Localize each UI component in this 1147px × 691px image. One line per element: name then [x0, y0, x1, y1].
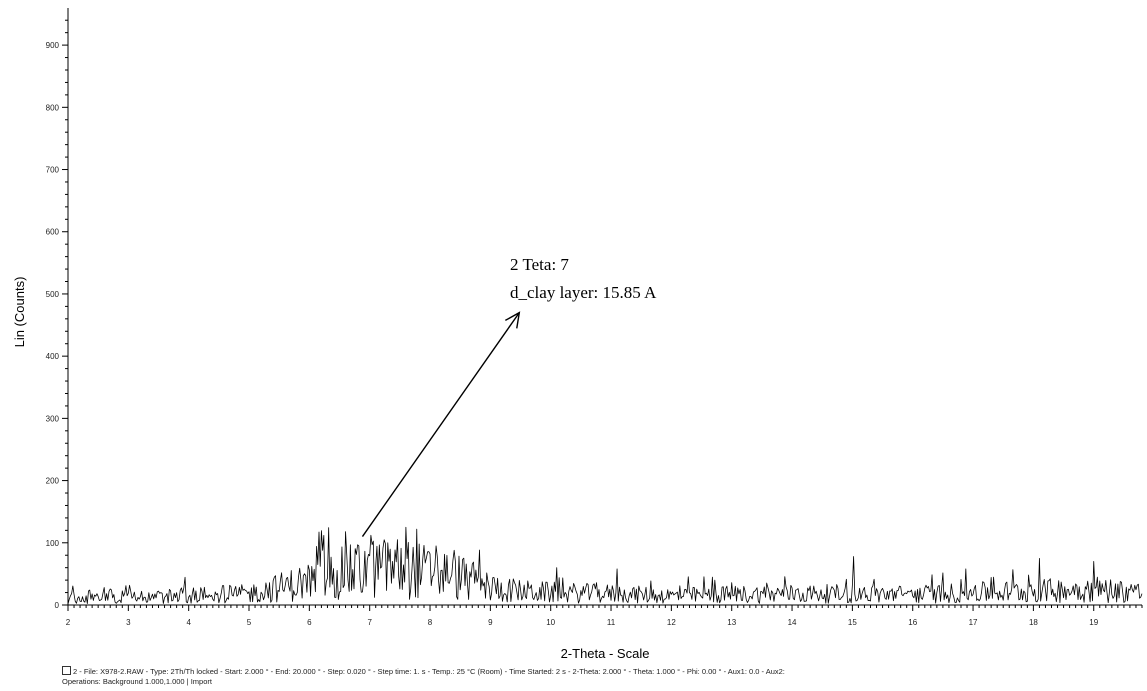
- x-tick-label: 12: [667, 618, 676, 627]
- caption-line-1: 2 - File: X978-2.RAW - Type: 2Th/Th lock…: [73, 667, 785, 676]
- y-tick-label: 400: [46, 352, 60, 361]
- x-tick-label: 14: [788, 618, 797, 627]
- annotation-arrow-head: [505, 311, 521, 329]
- caption-line-2: Operations: Background 1.000,1.000 | Imp…: [62, 677, 212, 686]
- x-tick-label: 17: [969, 618, 978, 627]
- y-tick-label: 0: [55, 601, 60, 610]
- annotation-layer: 2 Teta: 7 d_clay layer: 15.85 A: [361, 255, 657, 537]
- x-tick-label: 19: [1089, 618, 1098, 627]
- x-tick-label: 13: [727, 618, 736, 627]
- series-layer: [67, 526, 1143, 605]
- y-tick-label: 700: [46, 166, 60, 175]
- x-tick-label: 4: [186, 618, 191, 627]
- x-tick-label: 16: [908, 618, 917, 627]
- x-tick-label: 3: [126, 618, 131, 627]
- annotation-line-1: 2 Teta: 7: [510, 255, 569, 274]
- y-tick-label: 100: [46, 539, 60, 548]
- x-tick-label: 6: [307, 618, 312, 627]
- scan-marker-box: [62, 666, 71, 675]
- y-tick-label: 300: [46, 414, 60, 423]
- x-tick-label: 11: [607, 618, 616, 627]
- scan-caption: 2 - File: X978-2.RAW - Type: 2Th/Th lock…: [62, 666, 1142, 687]
- x-tick-label: 7: [367, 618, 372, 627]
- x-axis-title: 2-Theta - Scale: [561, 646, 650, 660]
- y-tick-label: 600: [46, 228, 60, 237]
- x-tick-label: 8: [428, 618, 433, 627]
- x-tick-label: 5: [247, 618, 252, 627]
- x-tick-label: 18: [1029, 618, 1038, 627]
- x-tick-label: 15: [848, 618, 857, 627]
- y-tick-label: 900: [46, 41, 60, 50]
- y-axis-title: Lin (Counts): [12, 277, 27, 348]
- y-tick-label: 500: [46, 290, 60, 299]
- x-axis: 2 3 4 5 6 7 8 9 10 11 12 13 14 15 16 17 18 19: [66, 604, 1143, 627]
- y-tick-label: 800: [46, 103, 60, 112]
- y-tick-label: 200: [46, 477, 60, 486]
- xrd-chart: 0 100 200 300 400 500 600 700 800 900 2 3 4 5 6 7 8 9 10 1…: [12, 8, 1143, 660]
- annotation-line-2: d_clay layer: 15.85 A: [510, 283, 657, 302]
- y-axis: 0 100 200 300 400 500 600 700 800 900: [46, 8, 69, 610]
- x-tick-label: 10: [546, 618, 555, 627]
- x-tick-label: 2: [66, 618, 71, 627]
- annotation-arrow-shaft: [361, 312, 520, 537]
- xrd-scan-line: [67, 526, 1143, 605]
- x-tick-label: 9: [488, 618, 493, 627]
